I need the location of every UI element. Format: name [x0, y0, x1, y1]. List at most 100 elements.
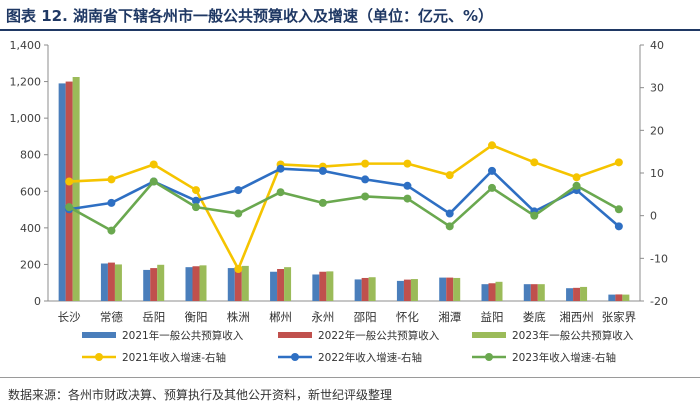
growth-point-2022: [234, 186, 243, 195]
bar-2023: [622, 294, 630, 301]
bar-2021: [439, 277, 447, 301]
bar-2022: [488, 283, 496, 301]
growth-point-2022: [276, 164, 285, 173]
chart-canvas: 0 200 400 600 800 1,000 1,200 1,400 40 30 20 10 0 -10…: [10, 39, 668, 364]
left-tick-label: 0: [34, 295, 41, 308]
growth-point-2023: [403, 194, 412, 203]
bar-2021: [523, 284, 531, 301]
lines-layer: [65, 141, 623, 273]
source-note: 数据来源：各州市财政决算、预算执行及其他公开资料，新世纪评级整理: [8, 388, 393, 402]
legend-label: 2022年收入增速-右轴: [318, 351, 422, 364]
growth-point-2021: [614, 158, 623, 167]
category-label: 株洲: [227, 310, 250, 324]
bar-2023: [157, 264, 165, 301]
left-tick-label: 600: [20, 185, 41, 198]
bar-2022: [234, 267, 242, 301]
bar-2023: [72, 77, 80, 301]
bar-2023: [114, 264, 122, 301]
growth-point-2021: [572, 173, 581, 182]
growth-point-2021: [149, 160, 158, 169]
legend-swatch-marker: [95, 353, 103, 361]
right-tick-label: -10: [650, 252, 668, 265]
bar-2021: [354, 279, 362, 301]
category-label: 益阳: [481, 310, 504, 324]
category-label: 郴州: [269, 310, 292, 324]
category-label: 张家界: [602, 310, 637, 324]
growth-point-2023: [65, 203, 74, 212]
bar-2021: [58, 83, 66, 302]
bar-2021: [481, 284, 489, 301]
growth-point-2023: [530, 211, 539, 220]
bar-2022: [277, 269, 285, 301]
footer-divider: [0, 377, 700, 378]
title-divider: [0, 29, 700, 31]
growth-point-2023: [234, 209, 243, 218]
category-label: 湘潭: [438, 310, 461, 324]
left-tick-label: 1,400: [10, 39, 42, 52]
growth-point-2023: [572, 181, 581, 190]
legend-label: 2023年收入增速-右轴: [512, 351, 616, 364]
growth-point-2021: [445, 171, 454, 180]
category-label: 邵阳: [354, 310, 377, 324]
growth-point-2023: [149, 177, 158, 186]
growth-point-2023: [488, 183, 496, 192]
bar-2022: [150, 268, 158, 301]
bar-2023: [368, 277, 376, 301]
right-tick-label: 0: [650, 210, 657, 223]
growth-point-2022: [318, 166, 327, 175]
bar-2022: [65, 81, 73, 301]
growth-point-2023: [318, 198, 327, 207]
legend-label: 2023年一般公共预算收入: [512, 329, 634, 342]
bar-2021: [143, 269, 151, 301]
figure-title: 图表 12. 湖南省下辖各州市一般公共预算收入及增速（单位：亿元、%）: [6, 7, 494, 25]
bar-2022: [403, 279, 411, 301]
left-tick-label: 400: [20, 222, 41, 235]
growth-point-2023: [276, 188, 285, 197]
category-label: 怀化: [396, 310, 419, 324]
bar-2022: [192, 266, 200, 301]
growth-point-2021: [361, 159, 370, 168]
bar-2021: [608, 294, 616, 301]
growth-point-2022: [361, 175, 370, 184]
category-label: 长沙: [58, 310, 81, 324]
left-tick-label: 1,200: [10, 76, 42, 89]
bar-2022: [361, 277, 369, 301]
left-tick-label: 800: [20, 149, 41, 162]
right-tick-label: 10: [650, 167, 664, 180]
bar-2023: [284, 267, 292, 301]
growth-point-2021: [488, 141, 496, 150]
bar-2022: [573, 287, 581, 301]
right-tick-label: 30: [650, 82, 664, 95]
legend-swatch-marker: [485, 353, 493, 361]
bar-2023: [410, 279, 418, 301]
title-bar: 图表 12. 湖南省下辖各州市一般公共预算收入及增速（单位：亿元、%）: [0, 0, 700, 30]
axes-layer: 0 200 400 600 800 1,000 1,200 1,400 40 30 20 10 0 -10…: [10, 39, 668, 324]
bar-2021: [227, 268, 235, 301]
growth-point-2021: [530, 158, 539, 167]
left-tick-label: 200: [20, 258, 41, 271]
bar-2023: [495, 281, 503, 301]
bar-2021: [312, 274, 320, 301]
growth-point-2022: [192, 196, 200, 205]
growth-point-2021: [403, 159, 412, 168]
growth-point-2023: [107, 226, 116, 235]
category-label: 永州: [311, 310, 334, 324]
bars-layer: [58, 77, 630, 302]
legend: 2021年一般公共预算收入 2022年一般公共预算收入 2023年一般公共预算收入 2…: [82, 329, 634, 364]
category-label: 岳阳: [142, 310, 165, 324]
bar-2021: [396, 280, 404, 301]
growth-point-2021: [192, 186, 200, 195]
right-tick-label: -20: [650, 295, 668, 308]
right-tick-label: 40: [650, 39, 664, 52]
bar-2022: [446, 277, 454, 301]
category-label: 衡阳: [185, 310, 208, 324]
left-tick-label: 1,000: [10, 112, 42, 125]
growth-point-2021: [107, 175, 116, 184]
legend-label: 2022年一般公共预算收入: [318, 329, 440, 342]
growth-point-2022: [107, 198, 116, 207]
legend-label: 2021年收入增速-右轴: [122, 351, 226, 364]
right-tick-label: 20: [650, 124, 664, 137]
bar-2022: [107, 262, 115, 301]
bar-2023: [241, 265, 249, 301]
